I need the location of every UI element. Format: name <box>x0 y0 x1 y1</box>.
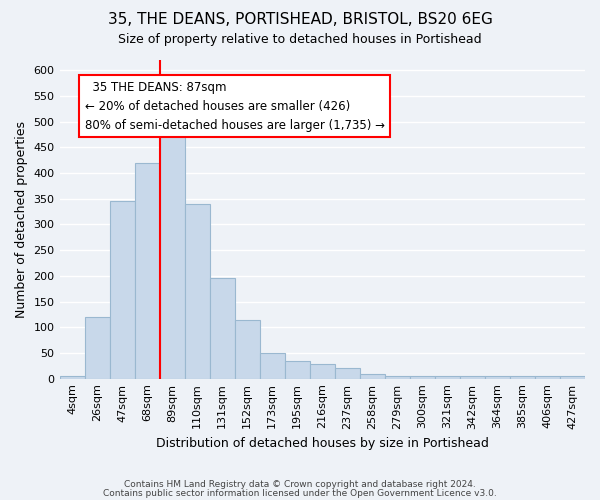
Bar <box>535 376 560 378</box>
Bar <box>460 376 485 378</box>
Bar <box>285 360 310 378</box>
Text: Contains HM Land Registry data © Crown copyright and database right 2024.: Contains HM Land Registry data © Crown c… <box>124 480 476 489</box>
Bar <box>310 364 335 378</box>
Text: Contains public sector information licensed under the Open Government Licence v3: Contains public sector information licen… <box>103 488 497 498</box>
Text: 35 THE DEANS: 87sqm  
← 20% of detached houses are smaller (426)
80% of semi-det: 35 THE DEANS: 87sqm ← 20% of detached ho… <box>85 80 385 132</box>
Bar <box>560 376 585 378</box>
Text: Size of property relative to detached houses in Portishead: Size of property relative to detached ho… <box>118 32 482 46</box>
Bar <box>160 127 185 378</box>
Bar <box>235 320 260 378</box>
Bar <box>335 368 360 378</box>
Bar <box>360 374 385 378</box>
Bar <box>110 202 134 378</box>
Y-axis label: Number of detached properties: Number of detached properties <box>15 121 28 318</box>
Bar <box>85 317 110 378</box>
Bar <box>510 376 535 378</box>
Bar <box>134 163 160 378</box>
Bar <box>185 204 209 378</box>
Bar <box>485 376 510 378</box>
Bar <box>410 376 435 378</box>
Bar <box>385 376 410 378</box>
Text: 35, THE DEANS, PORTISHEAD, BRISTOL, BS20 6EG: 35, THE DEANS, PORTISHEAD, BRISTOL, BS20… <box>107 12 493 28</box>
Bar <box>260 353 285 378</box>
X-axis label: Distribution of detached houses by size in Portishead: Distribution of detached houses by size … <box>156 437 489 450</box>
Bar <box>59 376 85 378</box>
Bar <box>435 376 460 378</box>
Bar <box>209 278 235 378</box>
